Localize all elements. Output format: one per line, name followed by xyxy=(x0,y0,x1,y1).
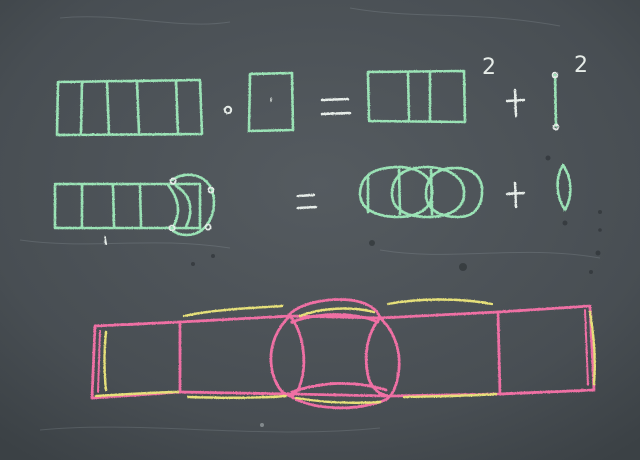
row1-strip-three-cells xyxy=(366,69,467,124)
large-pink-center-loops xyxy=(269,298,401,410)
row2-small-tick xyxy=(104,236,107,245)
board-smudges xyxy=(19,7,601,433)
row1-strip-four-cells xyxy=(55,78,204,137)
row2-lens-loop xyxy=(556,163,572,212)
board-specks xyxy=(191,155,602,274)
row1-segment xyxy=(551,71,560,131)
row1-exponent-1: 2 xyxy=(482,55,496,80)
row1-exponent-2: 2 xyxy=(574,53,588,78)
row1-plus-sign xyxy=(505,88,526,118)
row2-plus-sign xyxy=(505,181,526,209)
row1-equals-sign xyxy=(320,97,352,116)
yellow-highlights xyxy=(94,298,596,404)
multiplication-dot xyxy=(223,105,233,115)
row2-loop-points xyxy=(168,177,215,232)
row1-single-cell xyxy=(247,71,295,133)
row2-three-overlapping-loops xyxy=(358,165,484,219)
row2-equals-sign xyxy=(296,193,318,210)
